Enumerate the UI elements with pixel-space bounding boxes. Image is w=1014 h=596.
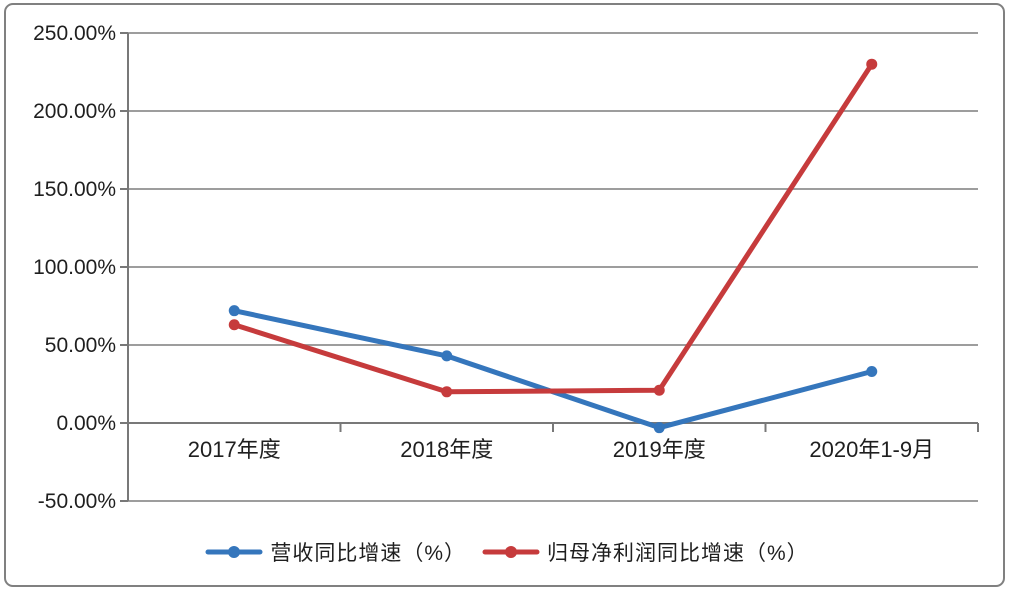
legend-item-revenue-growth: 营收同比增速（%） bbox=[205, 537, 466, 567]
chart-legend: 营收同比增速（%） 归母净利润同比增速（%） bbox=[0, 537, 1014, 567]
y-tick-label: 250.00% bbox=[33, 22, 116, 45]
series-line-1 bbox=[231, 308, 875, 431]
data-point-marker bbox=[653, 422, 665, 434]
data-point-marker bbox=[653, 384, 665, 396]
y-tick-label: 100.00% bbox=[33, 256, 116, 279]
legend-label-revenue-growth: 营收同比增速（%） bbox=[270, 542, 466, 565]
data-point-marker bbox=[228, 319, 240, 331]
red-line-marker-icon bbox=[482, 546, 540, 558]
x-category-label: 2018年度 bbox=[400, 437, 493, 462]
y-tick-label: 150.00% bbox=[33, 178, 116, 201]
chart-outer-border bbox=[4, 3, 1005, 587]
y-tick-label: 200.00% bbox=[33, 100, 116, 123]
data-point-marker bbox=[866, 366, 878, 378]
x-category-label: 2020年1-9月 bbox=[809, 437, 934, 462]
blue-line-marker-icon bbox=[205, 546, 263, 558]
x-category-label: 2019年度 bbox=[613, 437, 706, 462]
data-point-marker bbox=[441, 350, 453, 362]
y-tick-label: 0.00% bbox=[56, 412, 116, 435]
legend-label-net-profit-growth: 归母净利润同比增速（%） bbox=[547, 542, 809, 565]
y-tick-label: -50.00% bbox=[38, 490, 116, 513]
series-line-2 bbox=[231, 61, 875, 395]
data-point-marker bbox=[228, 305, 240, 317]
data-point-marker bbox=[866, 58, 878, 70]
data-point-marker bbox=[441, 386, 453, 398]
x-category-label: 2017年度 bbox=[188, 437, 281, 462]
y-tick-label: 50.00% bbox=[45, 334, 116, 357]
legend-item-net-profit-growth: 归母净利润同比增速（%） bbox=[482, 537, 809, 567]
